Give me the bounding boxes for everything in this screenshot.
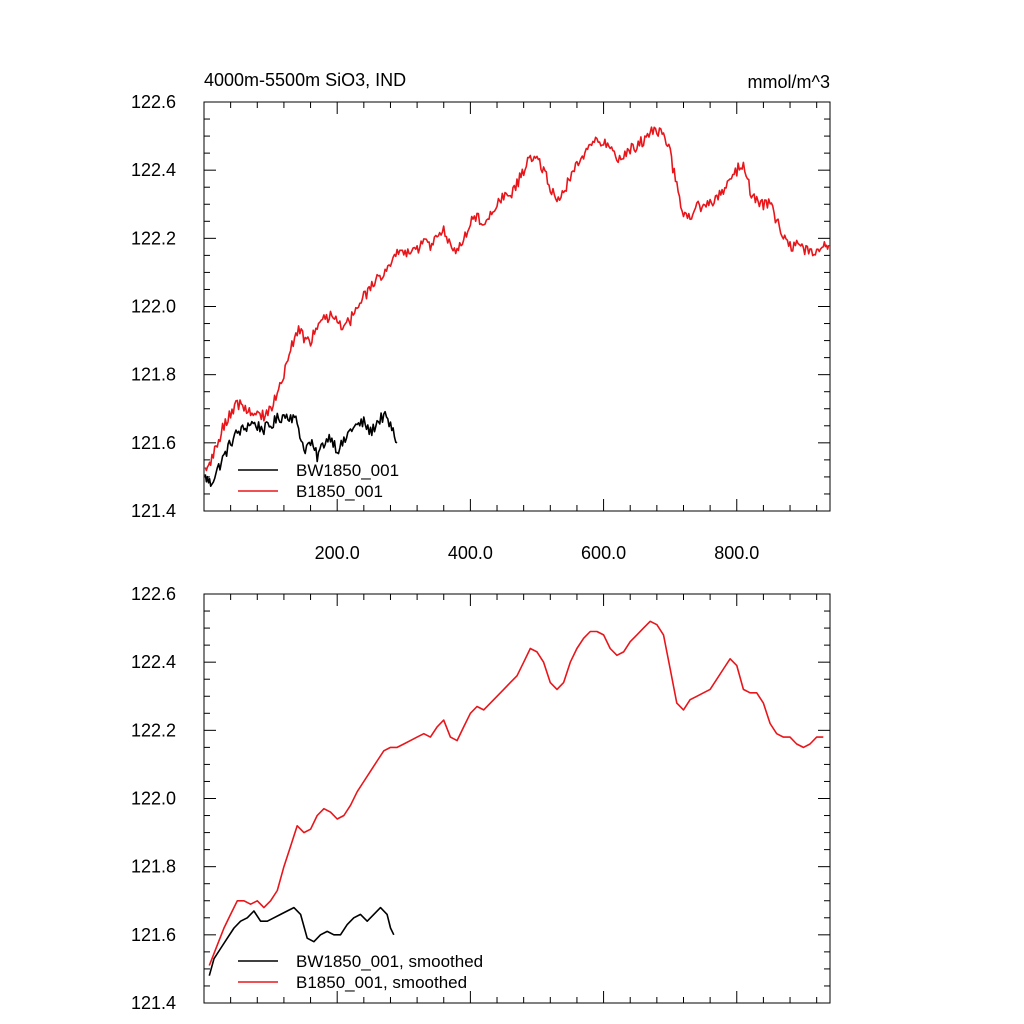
legend-label: BW1850_001 xyxy=(296,461,399,480)
y-tick-label: 122.0 xyxy=(131,789,176,809)
x-tick-label: 400.0 xyxy=(448,543,493,563)
plot-frame xyxy=(203,593,831,1004)
y-tick-label: 122.2 xyxy=(131,720,176,740)
y-tick-label: 122.2 xyxy=(131,228,176,248)
units-label: mmol/m^3 xyxy=(748,72,830,92)
legend-label: B1850_001 xyxy=(296,482,383,501)
bottom-panel: 121.4 121.6 121.8 122.0 122.2 122.4 122.6 BW185… xyxy=(131,584,831,1013)
legend-label: BW1850_001, smoothed xyxy=(296,952,483,971)
y-tick-label: 122.6 xyxy=(131,584,176,604)
y-tick-label: 122.6 xyxy=(131,92,176,112)
y-tick-label: 121.4 xyxy=(131,993,176,1013)
x-tick-label: 200.0 xyxy=(315,543,360,563)
y-tick-label: 121.8 xyxy=(131,857,176,877)
y-tick-label: 121.6 xyxy=(131,925,176,945)
y-tick-label: 121.4 xyxy=(131,501,176,521)
x-tick-label: 600.0 xyxy=(581,543,626,563)
series-line-0 xyxy=(204,410,398,487)
y-tick-label: 121.6 xyxy=(131,433,176,453)
y-tick-label: 122.0 xyxy=(131,297,176,317)
legend-label: B1850_001, smoothed xyxy=(296,973,467,992)
series-line-0 xyxy=(208,906,395,976)
y-tick-label: 122.4 xyxy=(131,652,176,672)
series-line-1 xyxy=(204,126,830,472)
x-tick-label: 800.0 xyxy=(714,543,759,563)
plot-frame xyxy=(203,101,831,512)
top-panel: 121.4 121.6 121.8 122.0 122.2 122.4 122.6 200.0… xyxy=(131,70,831,563)
chart-title: 4000m-5500m SiO3, IND xyxy=(204,70,406,90)
y-tick-label: 121.8 xyxy=(131,365,176,385)
series-line-1 xyxy=(208,620,824,966)
y-tick-label: 122.4 xyxy=(131,160,176,180)
